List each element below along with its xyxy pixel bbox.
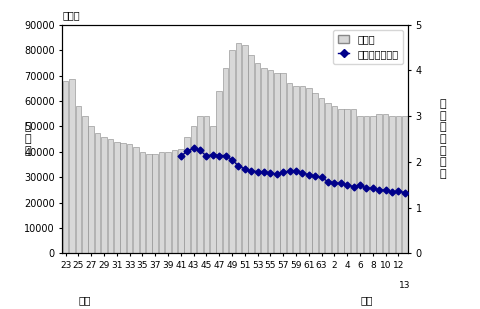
Legend: 出生数, 合計特殊出生率: 出生数, 合計特殊出生率 <box>333 30 403 64</box>
Bar <box>146 154 152 253</box>
Text: （人）: （人） <box>62 10 80 20</box>
Bar <box>383 114 388 253</box>
Bar <box>357 116 363 253</box>
Bar <box>120 143 126 253</box>
Bar <box>255 63 260 253</box>
Bar <box>204 116 209 253</box>
Bar <box>82 116 87 253</box>
Bar <box>210 126 216 253</box>
Bar <box>95 133 100 253</box>
Bar <box>396 116 401 253</box>
Bar <box>351 108 356 253</box>
Bar <box>293 86 299 253</box>
Bar <box>389 116 395 253</box>
Bar <box>402 116 408 253</box>
Bar <box>261 68 267 253</box>
Bar <box>172 150 177 253</box>
Bar <box>197 116 203 253</box>
Bar <box>325 104 331 253</box>
Bar <box>376 114 382 253</box>
Bar <box>216 91 222 253</box>
Bar <box>159 152 164 253</box>
Bar <box>332 106 337 253</box>
Bar <box>287 83 292 253</box>
Text: 平成: 平成 <box>360 295 372 305</box>
Bar <box>69 79 75 253</box>
Text: 昭和: 昭和 <box>79 295 91 305</box>
Bar <box>370 116 375 253</box>
Bar <box>364 116 369 253</box>
Bar <box>319 98 324 253</box>
Bar <box>223 68 228 253</box>
Bar <box>140 152 145 253</box>
Bar <box>306 88 312 253</box>
Bar <box>312 93 318 253</box>
Bar <box>63 81 68 253</box>
Bar <box>274 73 279 253</box>
Bar <box>178 149 183 253</box>
Bar <box>338 108 344 253</box>
Bar <box>76 106 81 253</box>
Bar <box>268 70 273 253</box>
Bar <box>153 154 158 253</box>
Bar <box>242 45 248 253</box>
Bar <box>249 55 254 253</box>
Bar <box>133 147 139 253</box>
Bar <box>127 144 132 253</box>
Bar <box>88 126 94 253</box>
Bar <box>101 137 107 253</box>
Bar <box>229 50 235 253</box>
Text: 出
生
数: 出 生 数 <box>24 122 31 156</box>
Bar <box>236 43 241 253</box>
Bar <box>345 108 350 253</box>
Bar <box>184 137 190 253</box>
Bar <box>300 86 305 253</box>
Bar <box>114 142 120 253</box>
Text: 合
計
特
殊
出
生
率: 合 計 特 殊 出 生 率 <box>439 99 446 179</box>
Bar <box>108 139 113 253</box>
Bar <box>165 152 171 253</box>
Text: 13: 13 <box>399 281 410 290</box>
Bar <box>191 126 196 253</box>
Bar <box>280 73 286 253</box>
